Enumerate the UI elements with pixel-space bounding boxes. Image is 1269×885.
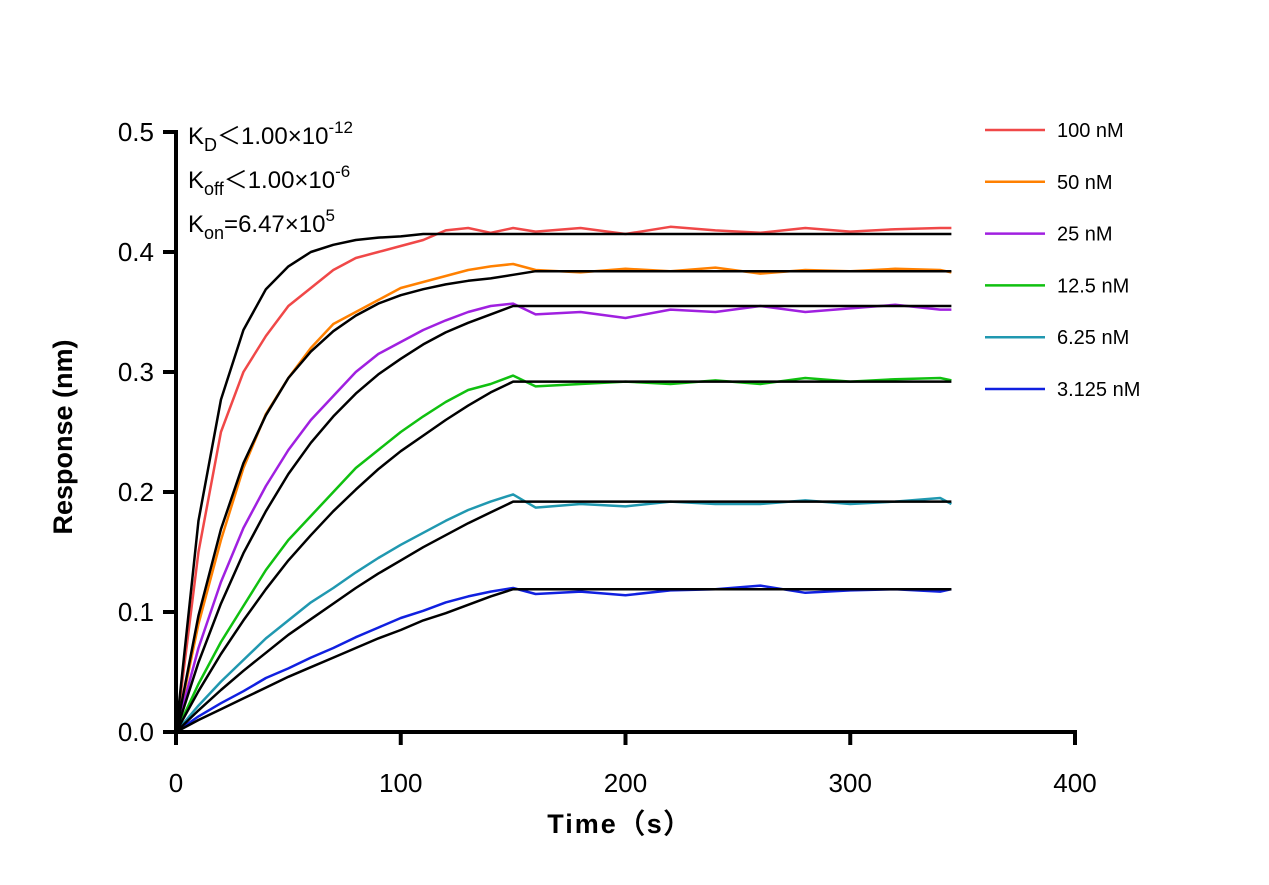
legend-item: 25 nM	[985, 224, 1113, 246]
y-tick-label: 0.3	[118, 357, 154, 387]
constant-exponent: 5	[325, 206, 334, 225]
constant-subscript: off	[204, 179, 225, 199]
data-line-100-nM	[174, 225, 952, 733]
fit-line-12.5-nM	[174, 380, 952, 733]
legend-item: 12.5 nM	[985, 275, 1129, 297]
legend-item: 50 nM	[985, 172, 1113, 194]
constant-subscript: D	[204, 135, 217, 155]
data-line-25-nM	[174, 302, 952, 733]
fit-line-3.125-nM	[175, 587, 952, 734]
data-line-50-nM	[174, 262, 952, 733]
x-axis-label: Time（s）	[547, 809, 693, 839]
constant-relation: =	[224, 211, 238, 238]
legend-label: 25 nM	[1057, 224, 1113, 246]
legend-item: 6.25 nM	[985, 327, 1129, 349]
constant-symbol: K	[188, 123, 204, 150]
y-tick-label: 0.1	[118, 597, 154, 627]
constant-relation: ＜	[224, 167, 248, 194]
fit-line-25-nM	[174, 304, 952, 733]
legend-item: 100 nM	[985, 120, 1124, 142]
legend-item: 3.125 nM	[985, 379, 1140, 401]
x-tick-label: 0	[169, 768, 183, 798]
x-tick-label: 100	[379, 768, 422, 798]
fit-line-100-nM	[174, 232, 952, 733]
data-line-12.5-nM	[174, 374, 952, 733]
constant-value: 1.00×10	[241, 123, 328, 150]
legend-label: 100 nM	[1057, 120, 1124, 142]
constant-value: 1.00×10	[248, 167, 335, 194]
legend-label: 50 nM	[1057, 172, 1113, 194]
x-tick-label: 400	[1053, 768, 1096, 798]
axes: 0.0 0.1 0.2 0.3 0.4 0.5 0 100 200 300 400	[118, 117, 1097, 798]
plot-area	[174, 225, 952, 734]
legend-label: 12.5 nM	[1057, 275, 1129, 297]
kinetic-constant-on: Kon=6.47×105	[188, 206, 335, 243]
data-line-6.25-nM	[175, 493, 952, 733]
constant-exponent: -12	[328, 118, 353, 137]
constant-value: 6.47×10	[238, 211, 325, 238]
y-tick-label: 0.0	[118, 717, 154, 747]
legend: 100 nM 50 nM 25 nM 12.5 nM 6.25 nM 3.125 nM	[985, 120, 1140, 401]
kinetic-constant-off: Koff＜1.00×10-6	[188, 162, 350, 199]
data-line-3.125-nM	[175, 584, 952, 734]
constant-subscript: on	[204, 223, 224, 243]
kinetic-constant-D: KD＜1.00×10-12	[188, 118, 353, 155]
x-tick-label: 300	[829, 768, 872, 798]
y-tick-label: 0.5	[118, 117, 154, 147]
y-tick-label: 0.4	[118, 237, 154, 267]
constant-exponent: -6	[335, 162, 350, 181]
legend-label: 6.25 nM	[1057, 327, 1129, 349]
y-axis-label: Response (nm)	[48, 339, 78, 534]
constant-symbol: K	[188, 211, 204, 238]
legend-label: 3.125 nM	[1057, 379, 1140, 401]
constant-relation: ＜	[217, 123, 241, 150]
x-tick-label: 200	[604, 768, 647, 798]
y-tick-label: 0.2	[118, 477, 154, 507]
fit-line-50-nM	[174, 269, 952, 733]
constant-symbol: K	[188, 167, 204, 194]
fit-line-6.25-nM	[175, 500, 952, 733]
